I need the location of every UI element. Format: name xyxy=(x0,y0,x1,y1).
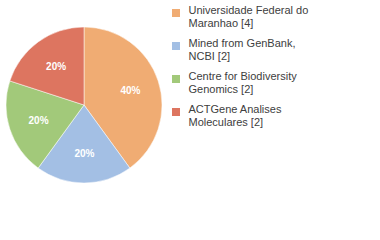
svg-text:Centre for BiodiversityGenomic: Centre for BiodiversityGenomics [2] xyxy=(189,70,298,95)
svg-text:40%: 40% xyxy=(120,85,140,96)
svg-text:ACTGene AnalisesMoleculares [2: ACTGene AnalisesMoleculares [2] xyxy=(189,103,282,128)
svg-text:Universidade Federal doMaranha: Universidade Federal doMaranhao [4] xyxy=(189,4,309,29)
svg-text:20%: 20% xyxy=(46,61,66,72)
svg-text:20%: 20% xyxy=(28,115,48,126)
svg-text:Mined from GenBank,NCBI [2]: Mined from GenBank,NCBI [2] xyxy=(189,37,296,62)
svg-text:20%: 20% xyxy=(74,148,94,159)
